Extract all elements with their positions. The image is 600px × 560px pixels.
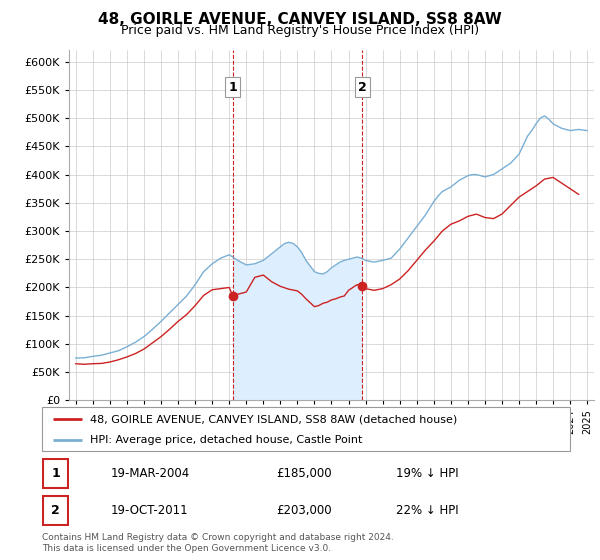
- FancyBboxPatch shape: [42, 407, 570, 451]
- Text: 19% ↓ HPI: 19% ↓ HPI: [396, 467, 458, 480]
- Text: 1: 1: [51, 467, 60, 480]
- Text: 48, GOIRLE AVENUE, CANVEY ISLAND, SS8 8AW: 48, GOIRLE AVENUE, CANVEY ISLAND, SS8 8A…: [98, 12, 502, 27]
- Text: Contains HM Land Registry data © Crown copyright and database right 2024.
This d: Contains HM Land Registry data © Crown c…: [42, 533, 394, 553]
- Text: HPI: Average price, detached house, Castle Point: HPI: Average price, detached house, Cast…: [89, 435, 362, 445]
- FancyBboxPatch shape: [43, 496, 68, 525]
- Text: 1: 1: [229, 81, 237, 94]
- Text: Price paid vs. HM Land Registry's House Price Index (HPI): Price paid vs. HM Land Registry's House …: [121, 24, 479, 36]
- Text: 2: 2: [358, 81, 367, 94]
- Text: 19-MAR-2004: 19-MAR-2004: [111, 467, 190, 480]
- Text: 22% ↓ HPI: 22% ↓ HPI: [396, 503, 458, 517]
- FancyBboxPatch shape: [43, 459, 68, 488]
- Text: £203,000: £203,000: [276, 503, 332, 517]
- Text: £185,000: £185,000: [276, 467, 332, 480]
- Text: 19-OCT-2011: 19-OCT-2011: [111, 503, 188, 517]
- Text: 48, GOIRLE AVENUE, CANVEY ISLAND, SS8 8AW (detached house): 48, GOIRLE AVENUE, CANVEY ISLAND, SS8 8A…: [89, 414, 457, 424]
- Text: 2: 2: [51, 503, 60, 517]
